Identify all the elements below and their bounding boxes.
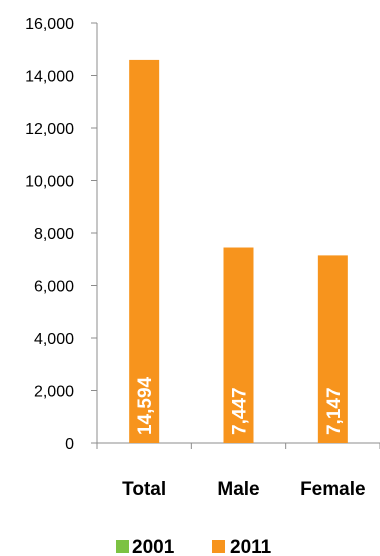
bar-2011 <box>129 59 160 443</box>
y-tick-label: 4,000 <box>34 331 74 348</box>
bar-2011 <box>317 255 348 443</box>
y-tick-label: 16,000 <box>25 16 74 33</box>
bar-2011 <box>223 247 254 443</box>
bar-value-label: 7,447 <box>230 387 251 435</box>
y-tick-label: 8,000 <box>34 226 74 243</box>
legend-swatch-2011 <box>212 540 225 553</box>
legend-swatch-2001 <box>116 540 129 553</box>
x-category-label: Female <box>300 479 365 500</box>
x-axis: Total Male Female <box>96 442 380 500</box>
y-tick-label: 12,000 <box>25 121 74 138</box>
y-tick-label: 14,000 <box>25 69 74 86</box>
x-category-label: Male <box>217 479 259 500</box>
bars: 14,594 7,447 7,147 <box>129 59 348 443</box>
bar-value-label: 7,147 <box>324 387 345 435</box>
y-tick-label: 0 <box>65 436 74 453</box>
x-category-label: Total <box>122 479 166 500</box>
y-tick-label: 10,000 <box>25 174 74 191</box>
bar-value-label: 14,594 <box>135 376 156 435</box>
legend-label-2001: 2001 <box>132 537 175 556</box>
legend-label-2011: 2011 <box>230 537 272 556</box>
y-tick-label: 2,000 <box>34 384 74 401</box>
legend: 2001 2011 <box>116 537 272 556</box>
y-axis: 0 2,000 4,000 6,000 8,000 10,000 12,000 14,000 1… <box>25 16 98 453</box>
y-tick-label: 6,000 <box>34 279 74 296</box>
